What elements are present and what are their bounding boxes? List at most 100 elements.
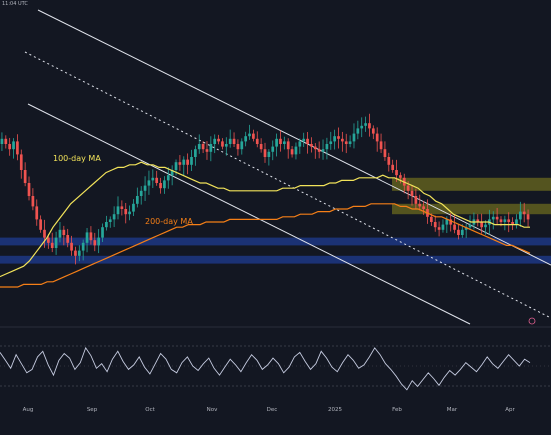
candle-body	[348, 141, 352, 144]
candle-body	[23, 170, 27, 183]
candle-body	[116, 206, 120, 215]
candle-body	[139, 190, 143, 196]
candle-body	[12, 141, 15, 150]
rsi-pane	[0, 345, 551, 391]
candle-body	[4, 138, 8, 144]
candle-body	[449, 219, 453, 225]
candle-body	[522, 211, 526, 215]
candle-body	[163, 180, 166, 189]
channel-upper-line	[37, 9, 551, 266]
candle-body	[39, 219, 42, 230]
candle-body	[81, 242, 85, 251]
candle-body	[50, 242, 54, 248]
candle-body	[302, 138, 306, 142]
channel-lower-line	[27, 103, 471, 325]
candle-body	[317, 149, 321, 152]
candle-body	[147, 180, 151, 186]
candle-body	[77, 250, 81, 256]
x-tick-label: Aug	[23, 407, 34, 413]
candle-body	[58, 229, 62, 238]
candle-body	[8, 144, 12, 150]
candle-body	[414, 196, 418, 204]
support-zone	[0, 255, 551, 264]
candle-body	[159, 183, 162, 189]
candle-body	[174, 162, 178, 170]
x-tick-label: 2025	[328, 407, 342, 413]
candle-body	[526, 214, 530, 220]
candle-body	[244, 136, 248, 142]
candle-body	[178, 162, 182, 165]
candle-body	[387, 157, 391, 165]
x-tick-label: Nov	[207, 407, 218, 413]
candle-body	[333, 136, 336, 142]
candle-body	[54, 237, 58, 248]
candle-body	[441, 224, 445, 230]
candle-body	[190, 157, 193, 165]
candle-body	[460, 229, 464, 235]
candle-body	[263, 149, 267, 157]
candle-body	[62, 229, 66, 235]
event-marker-icon	[528, 317, 536, 325]
candle-body	[267, 151, 271, 157]
candle-body	[93, 240, 97, 246]
candle-body	[27, 183, 31, 196]
candle-body	[186, 159, 189, 165]
candle-body	[236, 144, 240, 150]
ma200-line	[0, 203, 531, 288]
candle-body	[135, 196, 139, 204]
candle-body	[391, 164, 395, 170]
candle-body	[194, 149, 197, 157]
candle-body	[310, 144, 313, 147]
candle-body	[491, 216, 495, 220]
candle-body	[344, 141, 348, 144]
candle-body	[422, 206, 425, 209]
candle-body	[499, 219, 503, 222]
resistance-zone	[392, 177, 551, 191]
ma200-label: 200-day MA	[145, 217, 193, 226]
candle-body	[70, 242, 73, 251]
candle-body	[511, 222, 514, 225]
candle-body	[290, 149, 294, 155]
candle-body	[480, 222, 483, 228]
support-zone	[0, 237, 551, 246]
ma100-label: 100-day MA	[53, 154, 101, 163]
x-tick-label: Apr	[505, 407, 515, 413]
candle-body	[337, 136, 340, 139]
candle-body	[101, 227, 104, 238]
candle-body	[352, 133, 356, 142]
candle-body	[457, 229, 460, 235]
candle-body	[410, 190, 414, 196]
zones-layer	[0, 177, 551, 264]
candle-body	[232, 138, 236, 144]
candle-body	[445, 219, 449, 225]
candle-body	[437, 227, 441, 230]
candle-body	[275, 138, 278, 147]
candle-body	[217, 138, 220, 142]
candle-body	[166, 175, 170, 181]
candle-body	[128, 211, 131, 215]
x-axis: Aug Sep Oct Nov Dec 2025 Feb Mar Apr	[23, 407, 516, 413]
candle-body	[379, 141, 383, 150]
candle-body	[341, 138, 344, 142]
candle-body	[325, 144, 329, 150]
candle-body	[182, 159, 186, 165]
ma100-line	[0, 161, 530, 278]
x-tick-label: Dec	[267, 407, 278, 413]
candle-body	[418, 203, 422, 207]
candle-body	[383, 149, 387, 157]
candle-body	[507, 219, 511, 222]
candle-body	[108, 219, 112, 222]
candle-body	[518, 211, 522, 220]
candle-body	[371, 128, 375, 134]
candle-body	[515, 219, 518, 225]
candle-body	[124, 209, 128, 215]
candle-body	[112, 214, 116, 220]
candle-body	[321, 149, 325, 152]
candle-body	[282, 141, 286, 144]
candle-body	[360, 125, 364, 129]
candle-body	[286, 141, 290, 150]
candle-body	[313, 146, 317, 150]
rsi-line	[0, 346, 531, 391]
